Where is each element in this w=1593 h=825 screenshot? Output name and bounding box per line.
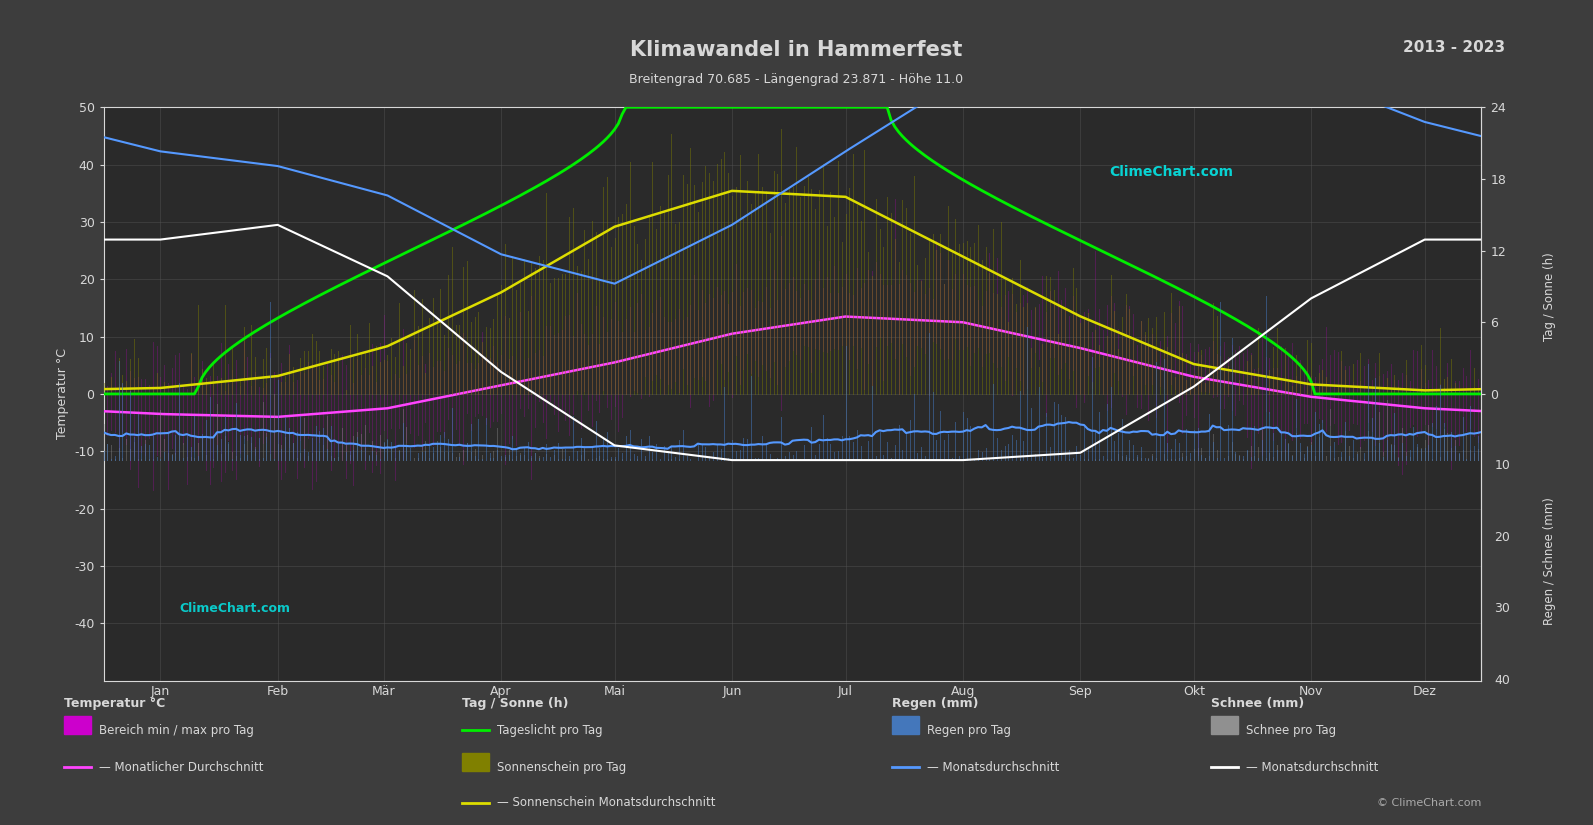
Text: Bereich min / max pro Tag: Bereich min / max pro Tag: [99, 724, 253, 737]
Text: Breitengrad 70.685 - Längengrad 23.871 - Höhe 11.0: Breitengrad 70.685 - Längengrad 23.871 -…: [629, 73, 964, 86]
Text: Tageslicht pro Tag: Tageslicht pro Tag: [497, 724, 602, 737]
Text: 30: 30: [1494, 602, 1510, 615]
Text: Temperatur °C: Temperatur °C: [64, 697, 166, 710]
Text: Schnee pro Tag: Schnee pro Tag: [1246, 724, 1337, 737]
Text: 10: 10: [1494, 459, 1510, 472]
Text: Klimawandel in Hammerfest: Klimawandel in Hammerfest: [631, 40, 962, 59]
Text: ClimeChart.com: ClimeChart.com: [1109, 165, 1233, 179]
Text: Tag / Sonne (h): Tag / Sonne (h): [462, 697, 569, 710]
Text: 2013 - 2023: 2013 - 2023: [1403, 40, 1505, 54]
Text: Regen / Schnee (mm): Regen / Schnee (mm): [1544, 497, 1556, 625]
Y-axis label: Temperatur °C: Temperatur °C: [56, 348, 68, 440]
Text: 20: 20: [1494, 530, 1510, 544]
Text: Tag / Sonne (h): Tag / Sonne (h): [1544, 252, 1556, 342]
Text: — Monatsdurchschnitt: — Monatsdurchschnitt: [1246, 761, 1378, 774]
Text: — Sonnenschein Monatsdurchschnitt: — Sonnenschein Monatsdurchschnitt: [497, 796, 715, 809]
Text: 40: 40: [1494, 674, 1510, 687]
Text: ClimeChart.com: ClimeChart.com: [180, 601, 290, 615]
Text: © ClimeChart.com: © ClimeChart.com: [1376, 799, 1481, 808]
Text: Regen pro Tag: Regen pro Tag: [927, 724, 1012, 737]
Text: Schnee (mm): Schnee (mm): [1211, 697, 1305, 710]
Text: Regen (mm): Regen (mm): [892, 697, 978, 710]
Text: Sonnenschein pro Tag: Sonnenschein pro Tag: [497, 761, 626, 774]
Text: — Monatsdurchschnitt: — Monatsdurchschnitt: [927, 761, 1059, 774]
Text: — Monatlicher Durchschnitt: — Monatlicher Durchschnitt: [99, 761, 263, 774]
